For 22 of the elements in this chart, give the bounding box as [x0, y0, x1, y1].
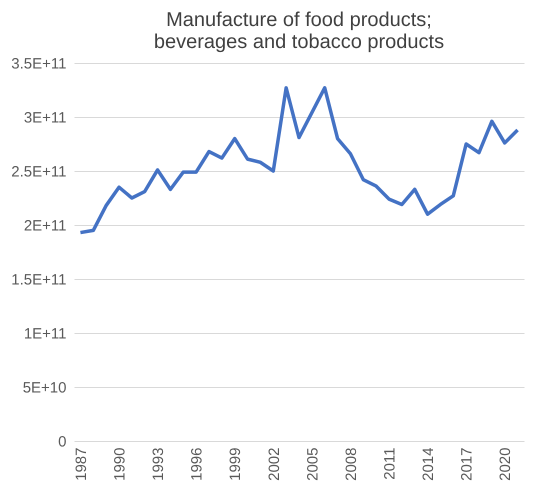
- y-tick-label: 0: [58, 434, 66, 450]
- x-tick-label: 2002: [266, 448, 283, 481]
- y-tick-label: 1.5E+11: [11, 272, 66, 288]
- x-tick-label: 2020: [497, 448, 514, 481]
- x-tick-label: 1996: [188, 448, 206, 481]
- x-tick-label: 1999: [227, 448, 244, 481]
- y-tick-label: 1E+11: [24, 326, 66, 342]
- x-tick-label: 2011: [382, 448, 398, 480]
- x-tick-label: 1993: [150, 448, 168, 481]
- x-tick-label: 2014: [420, 448, 438, 481]
- x-tick-label: 2017: [458, 448, 476, 481]
- y-tick-label: 3.5E+11: [11, 56, 66, 72]
- x-tick-label: 1987: [72, 448, 90, 481]
- chart-title: Manufacture of food products; beverages and tobacco products: [154, 9, 444, 53]
- x-tick-label: 2008: [342, 448, 360, 481]
- x-tick-label: 1990: [112, 448, 128, 481]
- line-series: [78, 86, 520, 234]
- y-tick-label: 2.5E+11: [11, 164, 66, 180]
- y-tick-label: 2E+11: [24, 218, 66, 234]
- x-tick-label: 2005: [304, 448, 322, 481]
- y-tick-label: 3E+11: [24, 110, 66, 126]
- y-tick-label: 5E+10: [22, 380, 66, 396]
